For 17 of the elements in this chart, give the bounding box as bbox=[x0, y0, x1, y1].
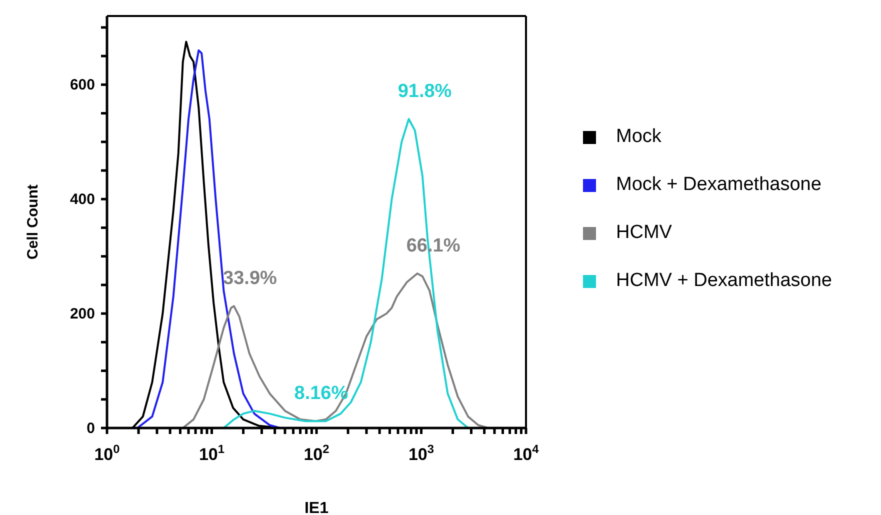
x-tick-label: 10$^{3}$ bbox=[408, 442, 434, 464]
legend-label: Mock bbox=[616, 126, 662, 148]
y-tick-label: 600 bbox=[70, 76, 95, 94]
y-tick-label: 0 bbox=[86, 420, 95, 437]
y-tick-label: 400 bbox=[70, 191, 95, 208]
x-tick-label: 10$^{2}$ bbox=[304, 442, 330, 464]
legend-label: Mock + Dexamethasone bbox=[616, 174, 822, 196]
x-tick-label: 10$^{4}$ bbox=[513, 442, 540, 464]
annotation: 33.9% bbox=[223, 268, 278, 290]
x-axis-title: IE1 bbox=[304, 500, 329, 515]
x-tick-label: 10$^{0}$ bbox=[94, 442, 120, 464]
x-tick-label: 10$^{1}$ bbox=[198, 442, 225, 464]
y-axis-title: Cell Count bbox=[24, 184, 42, 260]
legend-label: HCMV + Dexamethasone bbox=[616, 270, 832, 292]
y-tick-label: 200 bbox=[70, 306, 95, 323]
legend-label: HCMV bbox=[616, 222, 672, 244]
annotation: 91.8% bbox=[398, 81, 452, 102]
